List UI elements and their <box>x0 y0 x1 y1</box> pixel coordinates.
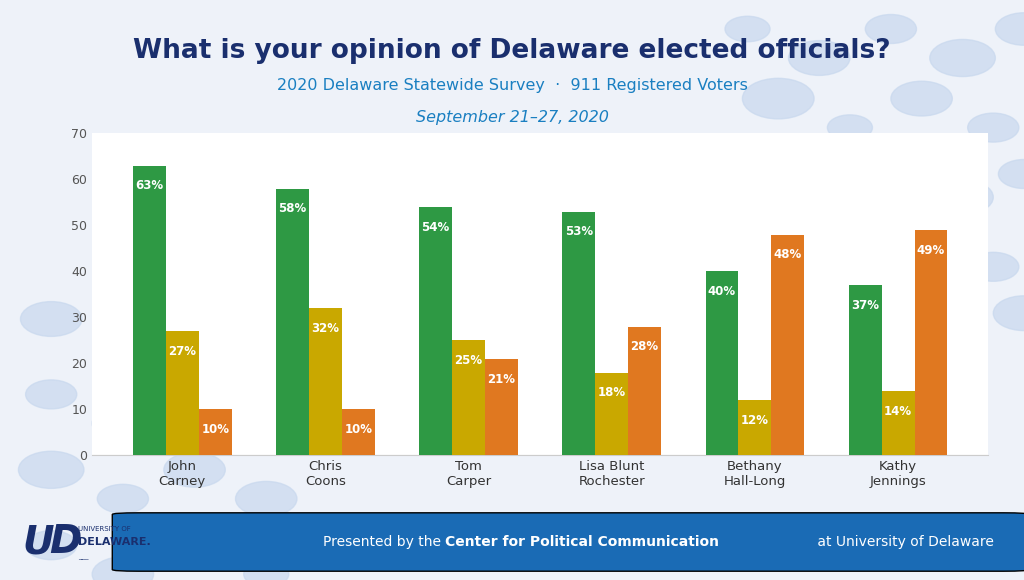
Bar <box>771 234 804 455</box>
Text: 14%: 14% <box>884 405 912 418</box>
Circle shape <box>742 78 814 119</box>
Circle shape <box>748 226 809 261</box>
Bar <box>453 340 485 455</box>
Circle shape <box>891 81 952 116</box>
Circle shape <box>20 302 82 336</box>
Bar <box>849 285 882 455</box>
Circle shape <box>868 161 913 187</box>
Bar <box>882 391 914 455</box>
Text: 54%: 54% <box>422 221 450 234</box>
Text: Center for Political Communication: Center for Political Communication <box>445 535 720 549</box>
Circle shape <box>172 382 217 407</box>
Bar <box>485 358 518 455</box>
Circle shape <box>862 297 920 329</box>
Circle shape <box>722 299 773 328</box>
Text: at University of Delaware: at University of Delaware <box>813 535 994 549</box>
Circle shape <box>26 380 77 409</box>
Circle shape <box>993 296 1024 331</box>
Text: 49%: 49% <box>916 244 945 257</box>
Bar <box>562 212 595 455</box>
Text: 27%: 27% <box>168 345 197 358</box>
Text: 37%: 37% <box>851 299 880 312</box>
FancyBboxPatch shape <box>113 513 1024 571</box>
Circle shape <box>92 557 154 580</box>
Circle shape <box>998 160 1024 188</box>
Circle shape <box>827 254 872 280</box>
Circle shape <box>886 223 957 264</box>
Text: What is your opinion of Delaware elected officials?: What is your opinion of Delaware elected… <box>133 38 891 64</box>
Circle shape <box>968 113 1019 142</box>
Text: ___: ___ <box>78 554 88 560</box>
Bar <box>166 331 199 455</box>
Bar <box>199 409 231 455</box>
Bar <box>276 188 309 455</box>
Bar <box>595 372 628 455</box>
Text: 10%: 10% <box>201 423 229 436</box>
Circle shape <box>244 335 289 361</box>
Text: 10%: 10% <box>344 423 373 436</box>
Text: 53%: 53% <box>565 226 593 238</box>
Circle shape <box>244 561 289 580</box>
Text: 25%: 25% <box>455 354 482 367</box>
Circle shape <box>97 484 148 513</box>
Text: 21%: 21% <box>487 372 515 386</box>
Circle shape <box>18 451 84 488</box>
Circle shape <box>932 180 993 215</box>
Text: Presented by the: Presented by the <box>323 535 445 549</box>
Bar <box>342 409 375 455</box>
Circle shape <box>722 160 773 188</box>
Bar <box>419 207 453 455</box>
Text: 18%: 18% <box>598 386 626 399</box>
Circle shape <box>26 531 77 560</box>
Circle shape <box>786 318 852 355</box>
Circle shape <box>865 14 916 44</box>
Text: 63%: 63% <box>135 179 164 193</box>
Circle shape <box>827 115 872 140</box>
Text: DELAWARE.: DELAWARE. <box>78 537 151 548</box>
Text: 28%: 28% <box>631 340 658 353</box>
Bar <box>309 308 342 455</box>
Text: U: U <box>23 523 54 561</box>
Circle shape <box>995 13 1024 45</box>
Text: 58%: 58% <box>279 202 306 215</box>
Circle shape <box>164 452 225 487</box>
Text: September 21–27, 2020: September 21–27, 2020 <box>416 110 608 125</box>
Circle shape <box>97 334 148 362</box>
Circle shape <box>236 481 297 516</box>
Bar <box>133 166 166 455</box>
Circle shape <box>968 252 1019 281</box>
Text: UNIVERSITY OF: UNIVERSITY OF <box>78 526 131 532</box>
Circle shape <box>92 406 154 441</box>
Circle shape <box>162 300 227 338</box>
Text: 12%: 12% <box>741 414 769 427</box>
Text: 48%: 48% <box>774 248 802 262</box>
Circle shape <box>241 409 292 438</box>
Circle shape <box>172 532 217 558</box>
Circle shape <box>783 177 855 218</box>
Text: D: D <box>49 523 82 561</box>
Text: 40%: 40% <box>708 285 736 298</box>
Circle shape <box>725 16 770 42</box>
Legend: Favorable, Unfavorable, Never heard of/Can't rate: Favorable, Unfavorable, Never heard of/C… <box>306 533 774 558</box>
Text: 2020 Delaware Statewide Survey  ·  911 Registered Voters: 2020 Delaware Statewide Survey · 911 Reg… <box>276 78 748 93</box>
Bar <box>628 327 662 455</box>
Circle shape <box>930 39 995 77</box>
Bar <box>706 271 738 455</box>
Circle shape <box>788 41 850 75</box>
Text: 32%: 32% <box>311 322 339 335</box>
Bar <box>914 230 947 455</box>
Circle shape <box>940 324 985 349</box>
Bar <box>738 400 771 455</box>
